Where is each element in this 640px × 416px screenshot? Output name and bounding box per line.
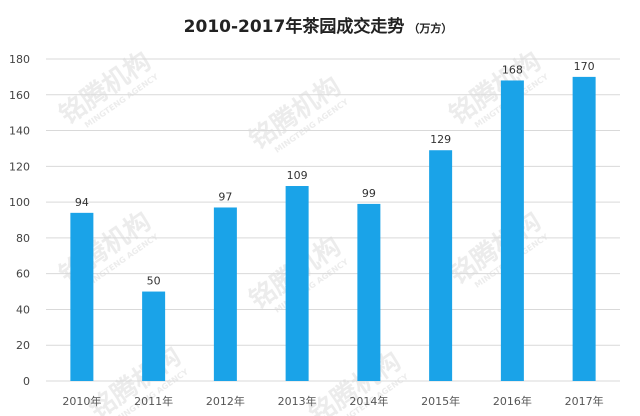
data-label: 129 (430, 133, 451, 146)
y-tick-label: 120 (9, 160, 30, 173)
bar (213, 207, 237, 381)
bar (357, 203, 381, 381)
data-label: 94 (75, 196, 89, 209)
bar (142, 291, 166, 381)
bar (285, 186, 309, 381)
x-category-label: 2015年 (421, 394, 460, 408)
bar (572, 76, 596, 381)
x-category-label: 2014年 (349, 394, 388, 408)
data-label: 50 (147, 275, 161, 288)
x-axis-categories: 2010年 2011年 2012年 2013年 2014年 2015年 2016年 2017年 (62, 394, 603, 408)
y-tick-label: 60 (16, 268, 30, 281)
x-category-label: 2010年 (62, 394, 101, 408)
chart-title: 2010-2017年茶园成交走势 (184, 16, 405, 37)
y-tick-label: 180 (9, 53, 30, 66)
bar (70, 212, 94, 381)
bar (429, 150, 453, 381)
x-category-label: 2016年 (493, 394, 532, 408)
data-label: 99 (362, 187, 376, 200)
y-axis-ticks: 0 20 40 60 80 100 120 140 160 180 (9, 53, 30, 388)
data-labels: 94 50 97 109 99 129 168 170 (75, 60, 595, 288)
y-tick-label: 100 (9, 196, 30, 209)
data-label: 170 (574, 60, 595, 73)
y-tick-label: 140 (9, 125, 30, 138)
data-label: 168 (502, 63, 523, 76)
x-category-label: 2017年 (565, 394, 604, 408)
y-tick-label: 40 (16, 303, 30, 316)
data-label: 97 (218, 190, 232, 203)
bars (70, 76, 596, 381)
gridlines (46, 58, 620, 382)
data-label: 109 (287, 169, 308, 182)
y-tick-label: 0 (23, 375, 30, 388)
bar (500, 80, 524, 381)
x-category-label: 2012年 (206, 394, 245, 408)
chart-title-unit: （万方） (408, 21, 452, 35)
y-tick-label: 160 (9, 89, 30, 102)
x-category-label: 2013年 (278, 394, 317, 408)
x-category-label: 2011年 (134, 394, 173, 408)
svg-text:2010-2017年茶园成交走势（万方）: 2010-2017年茶园成交走势 （万方） (184, 16, 453, 37)
y-tick-label: 20 (16, 339, 30, 352)
y-tick-label: 80 (16, 232, 30, 245)
